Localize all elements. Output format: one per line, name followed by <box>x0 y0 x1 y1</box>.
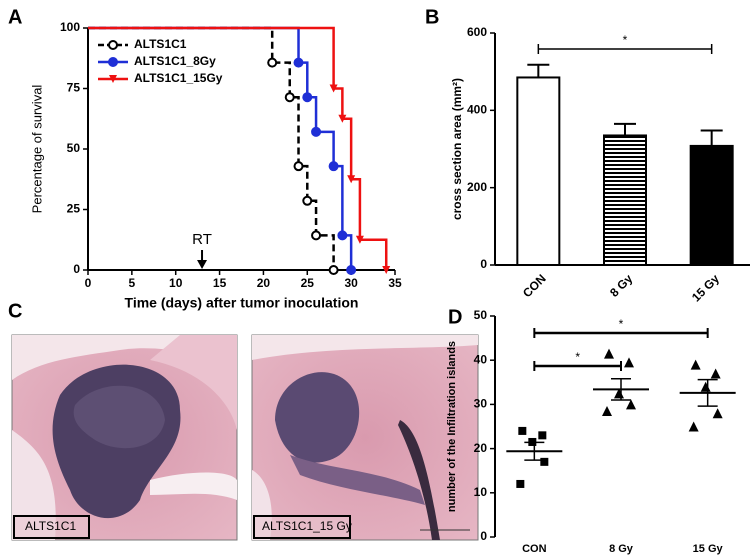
x-tick-label: CON <box>522 543 547 555</box>
marker <box>690 359 701 370</box>
significance-star: * <box>623 33 628 47</box>
marker <box>710 368 721 379</box>
marker <box>626 399 636 410</box>
marker <box>337 230 348 241</box>
y-tick-label: 400 <box>467 103 487 117</box>
marker <box>688 421 699 432</box>
marker <box>712 408 723 419</box>
x-tick-label: 25 <box>301 276 315 290</box>
marker <box>108 57 118 67</box>
marker <box>267 57 278 68</box>
y-tick-label: 0 <box>480 257 487 271</box>
y-tick-label: 30 <box>474 397 488 411</box>
y-tick-label: 25 <box>67 202 81 216</box>
bar <box>689 144 734 266</box>
bar <box>516 76 561 267</box>
x-axis-label: Time (days) after tumor inoculation <box>125 295 359 311</box>
marker <box>382 266 391 274</box>
marker <box>302 92 313 103</box>
marker <box>284 92 295 103</box>
marker <box>604 348 614 359</box>
x-tick-label: 10 <box>169 276 183 290</box>
x-tick-label: 15 Gy <box>693 543 724 555</box>
y-tick-label: 200 <box>467 180 487 194</box>
y-tick-label: 0 <box>73 262 80 276</box>
histology-image <box>251 334 479 541</box>
y-tick-label: 600 <box>467 25 487 39</box>
x-tick-label: 5 <box>129 276 136 290</box>
bar <box>603 134 647 266</box>
marker <box>338 114 347 123</box>
marker <box>624 357 634 368</box>
y-tick-label: 75 <box>67 81 81 95</box>
image-caption: ALTS1C1_15 Gy <box>262 519 352 533</box>
marker <box>109 75 117 83</box>
x-tick-label: 20 <box>257 276 271 290</box>
legend-label: ALTS1C1_15Gy <box>134 71 223 85</box>
marker <box>328 161 339 172</box>
marker <box>328 265 339 275</box>
x-tick-label: CON <box>520 271 549 300</box>
marker <box>602 406 612 417</box>
y-axis-label: number of the Infiltration islands <box>446 341 458 512</box>
x-tick-label: 35 <box>388 276 402 290</box>
marker <box>293 161 304 172</box>
marker <box>516 479 525 488</box>
marker <box>518 426 527 435</box>
panel-label: C <box>8 300 22 322</box>
marker <box>540 457 549 466</box>
panel-label: A <box>8 6 22 28</box>
y-axis-label: cross section area (mm²) <box>450 78 464 220</box>
x-tick-label: 8 Gy <box>607 271 636 300</box>
marker <box>355 235 364 244</box>
y-tick-label: 40 <box>474 352 488 366</box>
y-tick-label: 20 <box>474 441 488 455</box>
marker <box>346 265 357 275</box>
marker <box>329 84 338 93</box>
y-tick-label: 0 <box>480 529 487 543</box>
marker <box>293 57 304 68</box>
histology-image <box>11 334 238 541</box>
survival-line <box>88 26 388 270</box>
legend-label: ALTS1C1_8Gy <box>134 54 216 68</box>
x-tick-label: 15 Gy <box>689 271 722 304</box>
significance-star: * <box>619 317 624 331</box>
y-axis-label: Percentage of survival <box>29 85 44 214</box>
x-tick-label: 15 <box>213 276 227 290</box>
panel-label: B <box>425 6 439 28</box>
legend-label: ALTS1C1 <box>134 37 187 51</box>
image-caption: ALTS1C1 <box>25 519 76 533</box>
x-tick-label: 0 <box>85 276 92 290</box>
significance-star: * <box>575 350 580 364</box>
marker <box>311 230 322 241</box>
x-tick-label: 30 <box>344 276 358 290</box>
y-tick-label: 100 <box>60 20 80 34</box>
arrow-head <box>197 260 208 269</box>
caption-box <box>13 515 90 539</box>
y-tick-label: 50 <box>67 141 81 155</box>
caption-box <box>253 515 351 539</box>
marker <box>347 175 356 184</box>
marker <box>311 126 322 137</box>
x-tick-label: 8 Gy <box>609 543 634 555</box>
marker <box>302 195 313 206</box>
annotation: RT <box>192 231 212 248</box>
panel-label: D <box>448 306 462 328</box>
marker <box>700 381 711 392</box>
marker <box>108 40 118 50</box>
marker <box>538 431 547 440</box>
y-tick-label: 50 <box>474 308 488 322</box>
y-tick-label: 10 <box>474 485 488 499</box>
